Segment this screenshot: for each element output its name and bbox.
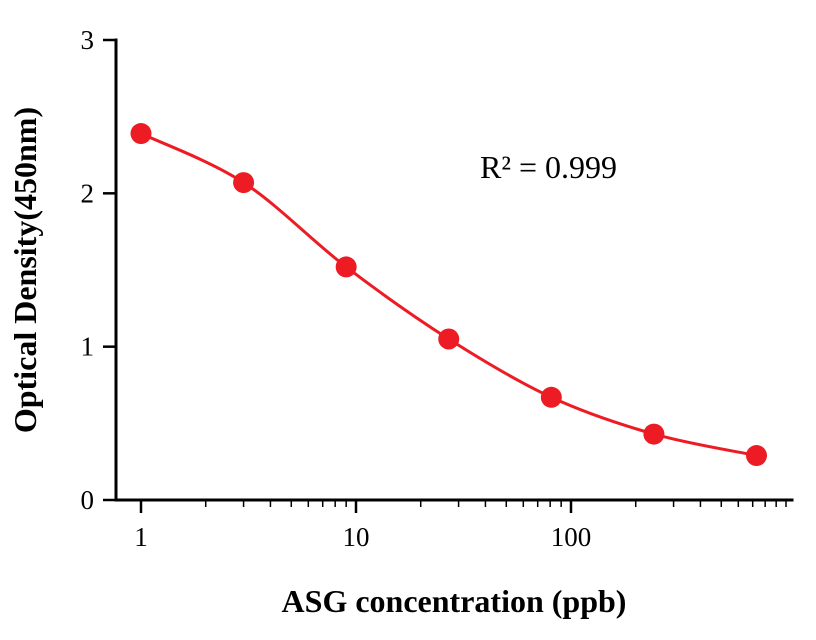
data-point	[233, 172, 255, 194]
plot-area: 0 1 2 3 1 10 100	[81, 25, 794, 552]
data-point	[745, 445, 767, 467]
y-tick-label: 3	[81, 25, 95, 55]
axis-spines	[114, 38, 794, 502]
data-point	[438, 328, 460, 350]
r-squared-annotation: R² = 0.999	[480, 149, 617, 185]
x-axis-title: ASG concentration (ppb)	[282, 583, 627, 619]
y-tick-label: 2	[81, 178, 95, 208]
x-tick-label: 10	[343, 522, 370, 552]
data-point	[130, 123, 152, 145]
x-tick-label: 1	[134, 522, 148, 552]
data-point	[643, 423, 665, 445]
data-point	[335, 256, 357, 278]
y-tick-label: 0	[81, 485, 95, 515]
y-tick-label: 1	[81, 332, 95, 362]
y-axis-title: Optical Density(450nm)	[7, 107, 43, 433]
data-point	[540, 386, 562, 408]
x-tick-label: 100	[551, 522, 592, 552]
